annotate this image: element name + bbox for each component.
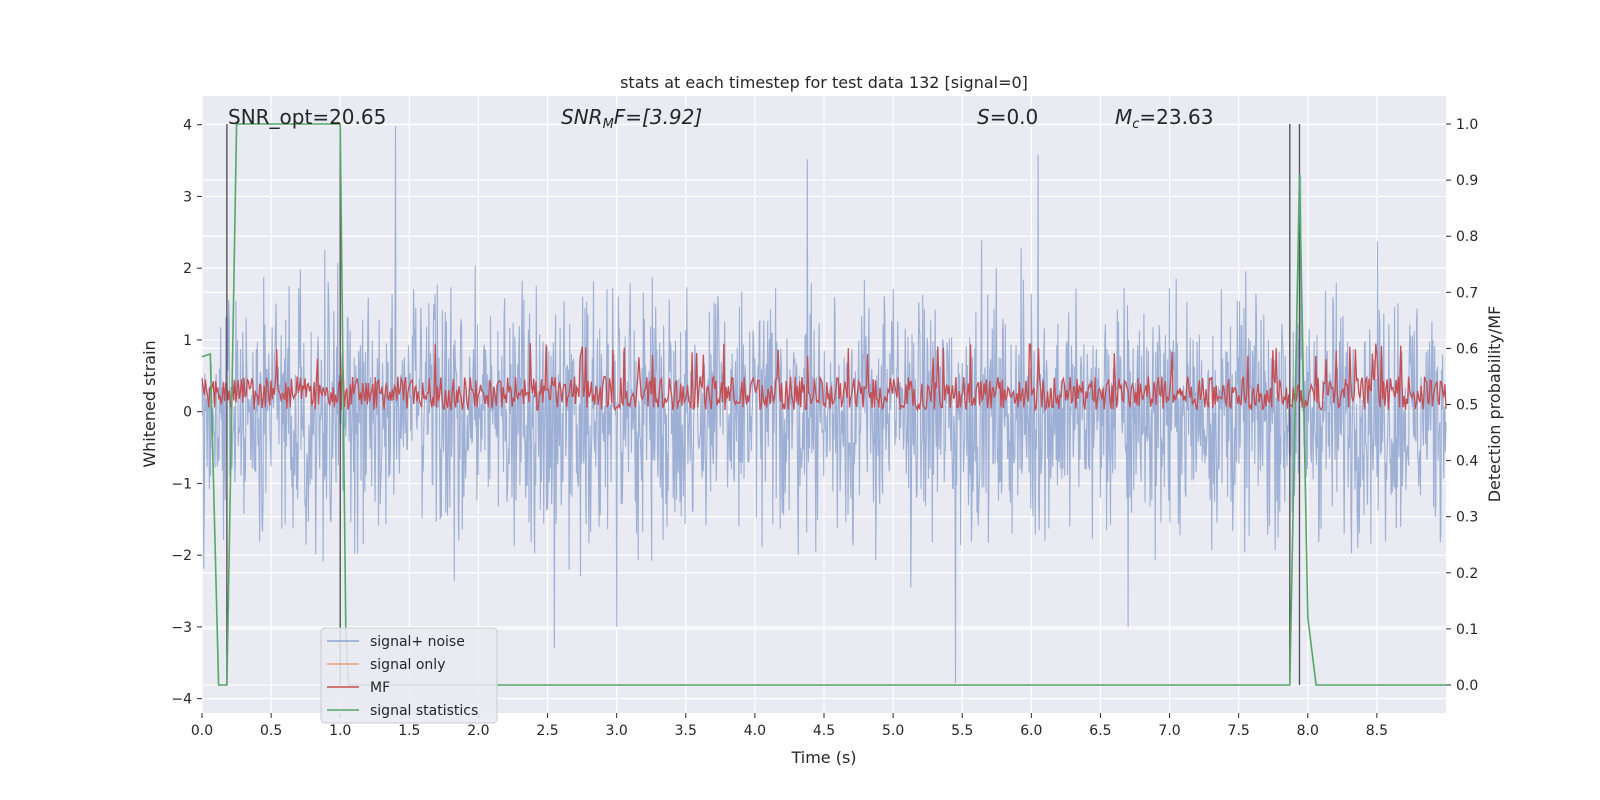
x-tick-label: 0.0 — [191, 723, 213, 739]
y-axis-label-left: Whitened strain — [140, 340, 159, 467]
y-tick-label-right: 0.5 — [1456, 398, 1478, 414]
annotation-snr-mf: SNRMF=[3.92] — [561, 105, 702, 132]
y-tick-label-right: 0.2 — [1456, 566, 1478, 582]
y-tick-label-right: 0.8 — [1456, 229, 1478, 245]
y-tick-label-right: 0.4 — [1456, 454, 1478, 470]
annotation-snr-opt: SNR_opt=20.65 — [228, 105, 386, 129]
y-tick-label-left: −2 — [171, 548, 192, 564]
x-tick-label: 7.5 — [1228, 723, 1250, 739]
x-tick-label: 6.0 — [1020, 723, 1042, 739]
y-tick-label-right: 0.1 — [1456, 622, 1478, 638]
y-tick-label-left: 2 — [183, 261, 192, 277]
x-tick-label: 3.5 — [675, 723, 697, 739]
y-tick-label-left: −1 — [171, 476, 192, 492]
x-tick-label: 2.5 — [536, 723, 558, 739]
y-tick-label-left: 4 — [183, 118, 192, 134]
y-tick-label-right: 0.9 — [1456, 173, 1478, 189]
legend-label-signal-noise: signal+ noise — [370, 634, 465, 650]
legend-label-signal-statistics: signal statistics — [370, 703, 478, 719]
y-tick-label-right: 0.0 — [1456, 678, 1478, 694]
x-tick-label: 2.0 — [467, 723, 489, 739]
x-tick-label: 6.5 — [1089, 723, 1111, 739]
axes: 0.0 0.5 1.0 1.5 2.0 2.5 3.0 3.5 4.0 4.5 5.0 5.5 6.0 6… — [171, 117, 1478, 739]
y-tick-label-left: −4 — [171, 692, 192, 708]
x-tick-label: 5.0 — [882, 723, 904, 739]
x-tick-label: 0.5 — [260, 723, 282, 739]
legend-label-mf: MF — [370, 680, 390, 696]
y-tick-label-left: 0 — [183, 405, 192, 421]
annotation-s: S=0.0 — [977, 105, 1038, 129]
y-tick-label-left: −3 — [171, 620, 192, 636]
x-tick-label: 8.0 — [1297, 723, 1319, 739]
x-tick-label: 4.0 — [744, 723, 766, 739]
x-tick-label: 5.5 — [951, 723, 973, 739]
x-axis-label: Time (s) — [790, 748, 856, 767]
series-mf — [201, 343, 1447, 413]
legend-box — [320, 627, 498, 724]
y-tick-label-right: 0.7 — [1456, 285, 1478, 301]
legend: signal+ noise signal only MF signal stat… — [320, 627, 498, 724]
y-axis-label-right: Detection probability/MF — [1485, 306, 1504, 503]
chart-title: stats at each timestep for test data 132… — [620, 73, 1028, 92]
annotation-mc: Mc=23.63 — [1115, 105, 1213, 132]
y-tick-label-left: 3 — [183, 189, 192, 205]
x-tick-label: 1.5 — [398, 723, 420, 739]
legend-label-signal-only: signal only — [370, 657, 445, 673]
x-tick-label: 3.0 — [606, 723, 628, 739]
y-tick-label-right: 0.6 — [1456, 341, 1478, 357]
x-tick-label: 4.5 — [813, 723, 835, 739]
y-tick-label-right: 1.0 — [1456, 117, 1478, 133]
x-tick-label: 7.0 — [1158, 723, 1180, 739]
y-tick-label-left: 1 — [183, 333, 192, 349]
x-tick-label: 8.5 — [1366, 723, 1388, 739]
x-tick-label: 1.0 — [329, 723, 351, 739]
y-tick-label-right: 0.3 — [1456, 510, 1478, 526]
